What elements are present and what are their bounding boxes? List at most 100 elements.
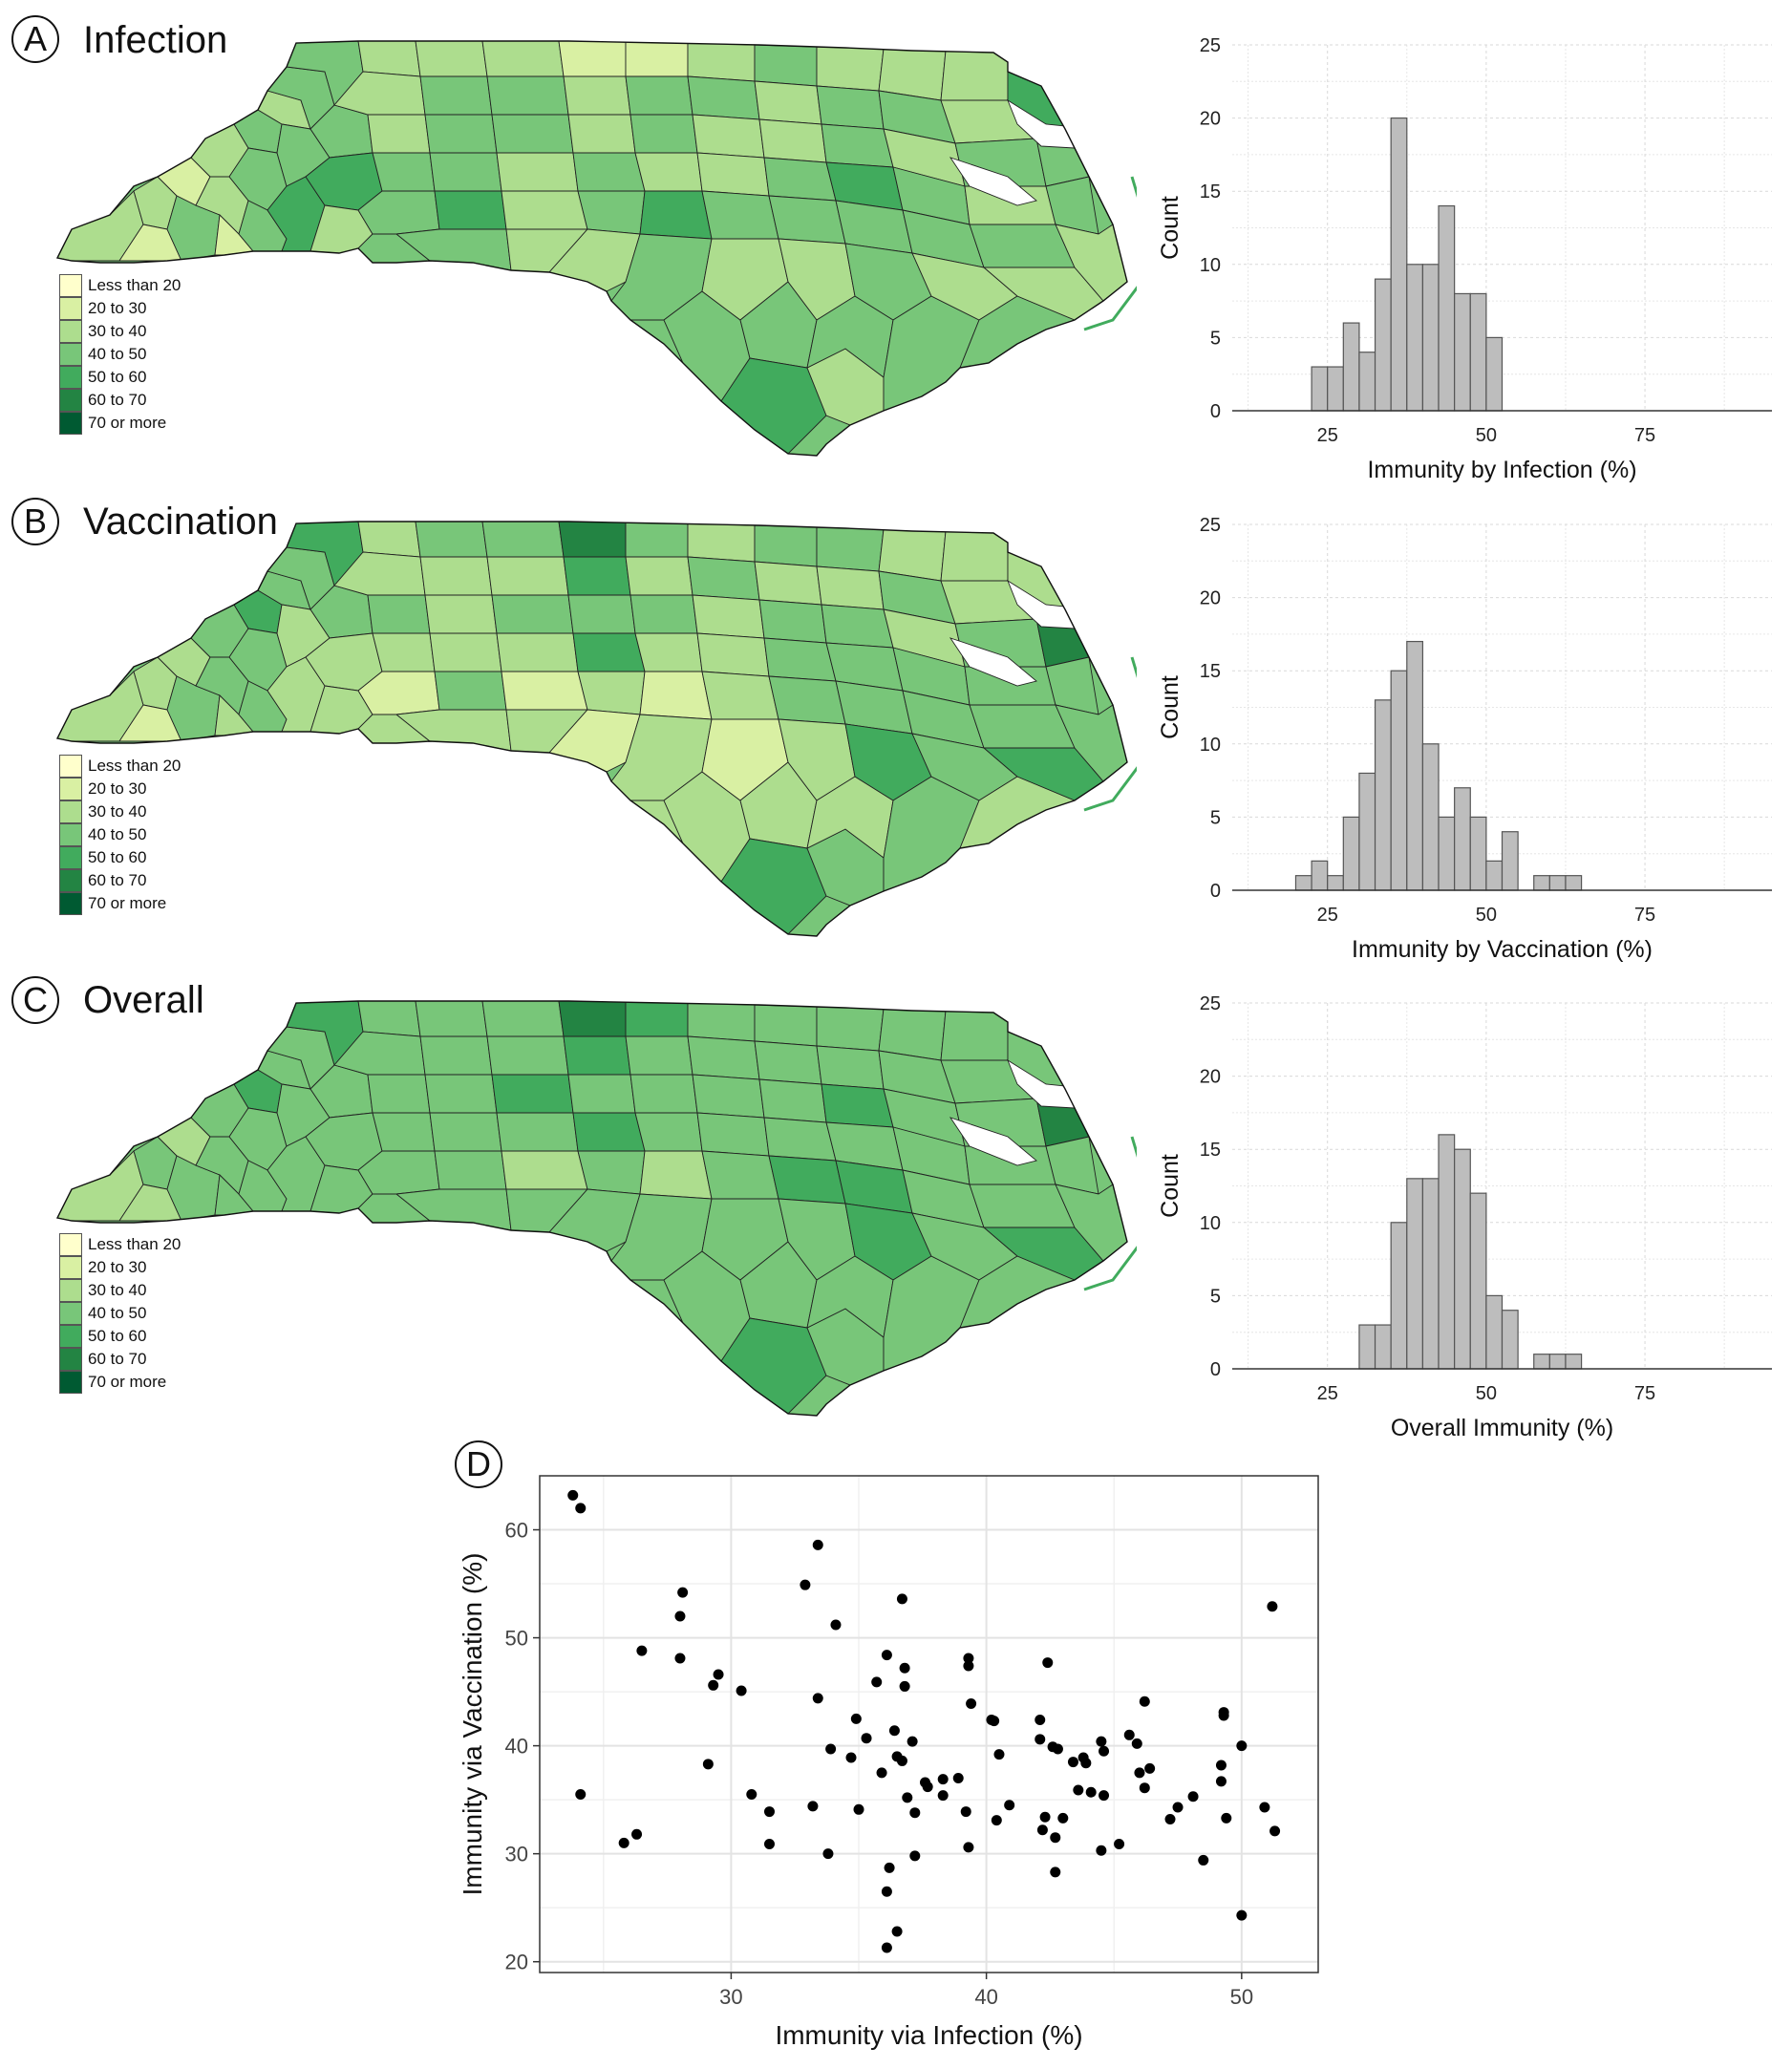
state-outline (55, 521, 1128, 937)
histogram-bar (1548, 875, 1567, 891)
county-region (1055, 224, 1127, 302)
x-tick-label: 50 (1476, 905, 1497, 926)
county-region (481, 41, 565, 77)
scatter-point (1236, 1740, 1248, 1752)
county-region (367, 114, 431, 154)
x-tick-label: 25 (1317, 905, 1338, 926)
histogram-bar (1454, 292, 1471, 412)
histogram-bar (1469, 292, 1487, 412)
county-region (692, 1074, 765, 1119)
legend-swatch (59, 320, 82, 343)
scatter-point (1035, 1734, 1046, 1745)
county-region (496, 1112, 579, 1152)
panel-letter-c: C (11, 976, 59, 1024)
legend-overall: Less than 20 20 to 30 30 to 40 40 to 50 … (59, 1233, 181, 1394)
scatter-point (1114, 1838, 1125, 1849)
legend-item: 70 or more (59, 1371, 181, 1394)
scatter-point (1267, 1601, 1278, 1612)
panel-title-infection: Infection (83, 19, 228, 61)
county-region (434, 190, 507, 230)
scatter-point (891, 1926, 903, 1937)
histogram-bar (1390, 670, 1408, 891)
histogram-bar (1327, 875, 1344, 891)
barrier-island (1083, 656, 1137, 812)
scatter-point (876, 1767, 887, 1779)
histogram-vaccination: 0 5 10 15 20 25 25 50 75 Immunity by Vaccination … (1157, 515, 1772, 963)
legend-item: 20 to 30 (59, 297, 181, 320)
legend-item: Less than 20 (59, 755, 181, 778)
scatter-point (1187, 1791, 1199, 1802)
county-region (692, 594, 765, 639)
x-tick-label: 75 (1634, 425, 1655, 446)
y-axis-label: Count (1157, 196, 1184, 260)
histogram-bar (1311, 860, 1329, 891)
legend-item: 20 to 30 (59, 1256, 181, 1279)
histogram-bar (1358, 772, 1376, 891)
county-region (434, 671, 507, 711)
y-tick-label: 50 (505, 1627, 528, 1651)
county-region (429, 632, 502, 672)
scatter-infection-vs-vaccination: 30 40 50 20 30 40 50 60 Immunity via Infection (… (458, 1475, 1319, 2050)
histogram-bar (1406, 1178, 1424, 1370)
county-region (424, 1074, 498, 1114)
legend-label: 30 to 40 (88, 802, 147, 821)
scatter-point (636, 1645, 648, 1656)
county-region (821, 123, 894, 168)
legend-label: 30 to 40 (88, 1281, 147, 1299)
scatter-point (899, 1680, 910, 1692)
scatter-point (1080, 1758, 1092, 1769)
y-tick-label: 20 (1200, 1067, 1221, 1088)
histogram-bar (1533, 1354, 1550, 1370)
county-region (816, 85, 885, 130)
scatter-point (830, 1619, 842, 1631)
scatter-point (631, 1828, 643, 1840)
legend-item: 30 to 40 (59, 320, 181, 343)
legend-swatch (59, 1279, 82, 1302)
legend-label: 40 to 50 (88, 825, 147, 843)
legend-item: Less than 20 (59, 274, 181, 297)
legend-swatch (59, 1302, 82, 1325)
scatter-point (1215, 1776, 1227, 1787)
legend-item: 60 to 70 (59, 1348, 181, 1371)
y-axis-label: Immunity via Vaccination (%) (458, 1553, 487, 1896)
county-region (629, 1074, 698, 1114)
histogram-bar (1421, 1178, 1440, 1370)
y-tick-label: 10 (1200, 735, 1221, 756)
legend-label: 50 to 60 (88, 368, 147, 386)
scatter-point (850, 1713, 862, 1724)
county-region (434, 1150, 507, 1190)
histogram-bar (1406, 264, 1424, 412)
county-region (415, 522, 488, 558)
scatter-point (845, 1752, 857, 1763)
county-region (357, 522, 421, 558)
scatter-point (937, 1774, 949, 1785)
county-region (496, 632, 579, 672)
scatter-point (800, 1579, 811, 1590)
histogram-bar (1294, 875, 1312, 891)
histogram-bar (1485, 1294, 1504, 1370)
scatter-point (1259, 1802, 1270, 1813)
scatter-point (1042, 1657, 1054, 1669)
scatter-point (966, 1698, 977, 1710)
scatter-point (1198, 1854, 1209, 1866)
x-tick-label: 50 (1476, 425, 1497, 446)
legend-item: 60 to 70 (59, 869, 181, 892)
legend-label: 20 to 30 (88, 1258, 147, 1276)
legend-label: 40 to 50 (88, 1304, 147, 1322)
scatter-point (871, 1676, 883, 1688)
county-region (754, 44, 818, 87)
scatter-point (1067, 1757, 1078, 1768)
scatter-point (677, 1587, 689, 1598)
county-region (692, 114, 765, 159)
scatter-point (618, 1837, 629, 1848)
legend-swatch (59, 823, 82, 846)
histogram-bar (1469, 1192, 1487, 1370)
scatter-point (884, 1862, 895, 1873)
county-region (501, 190, 588, 230)
scatter-point (881, 1886, 892, 1897)
legend-label: 50 to 60 (88, 848, 147, 866)
county-region (481, 522, 565, 558)
legend-label: 20 to 30 (88, 779, 147, 798)
histogram-bar (1501, 831, 1519, 891)
county-region (558, 41, 627, 77)
